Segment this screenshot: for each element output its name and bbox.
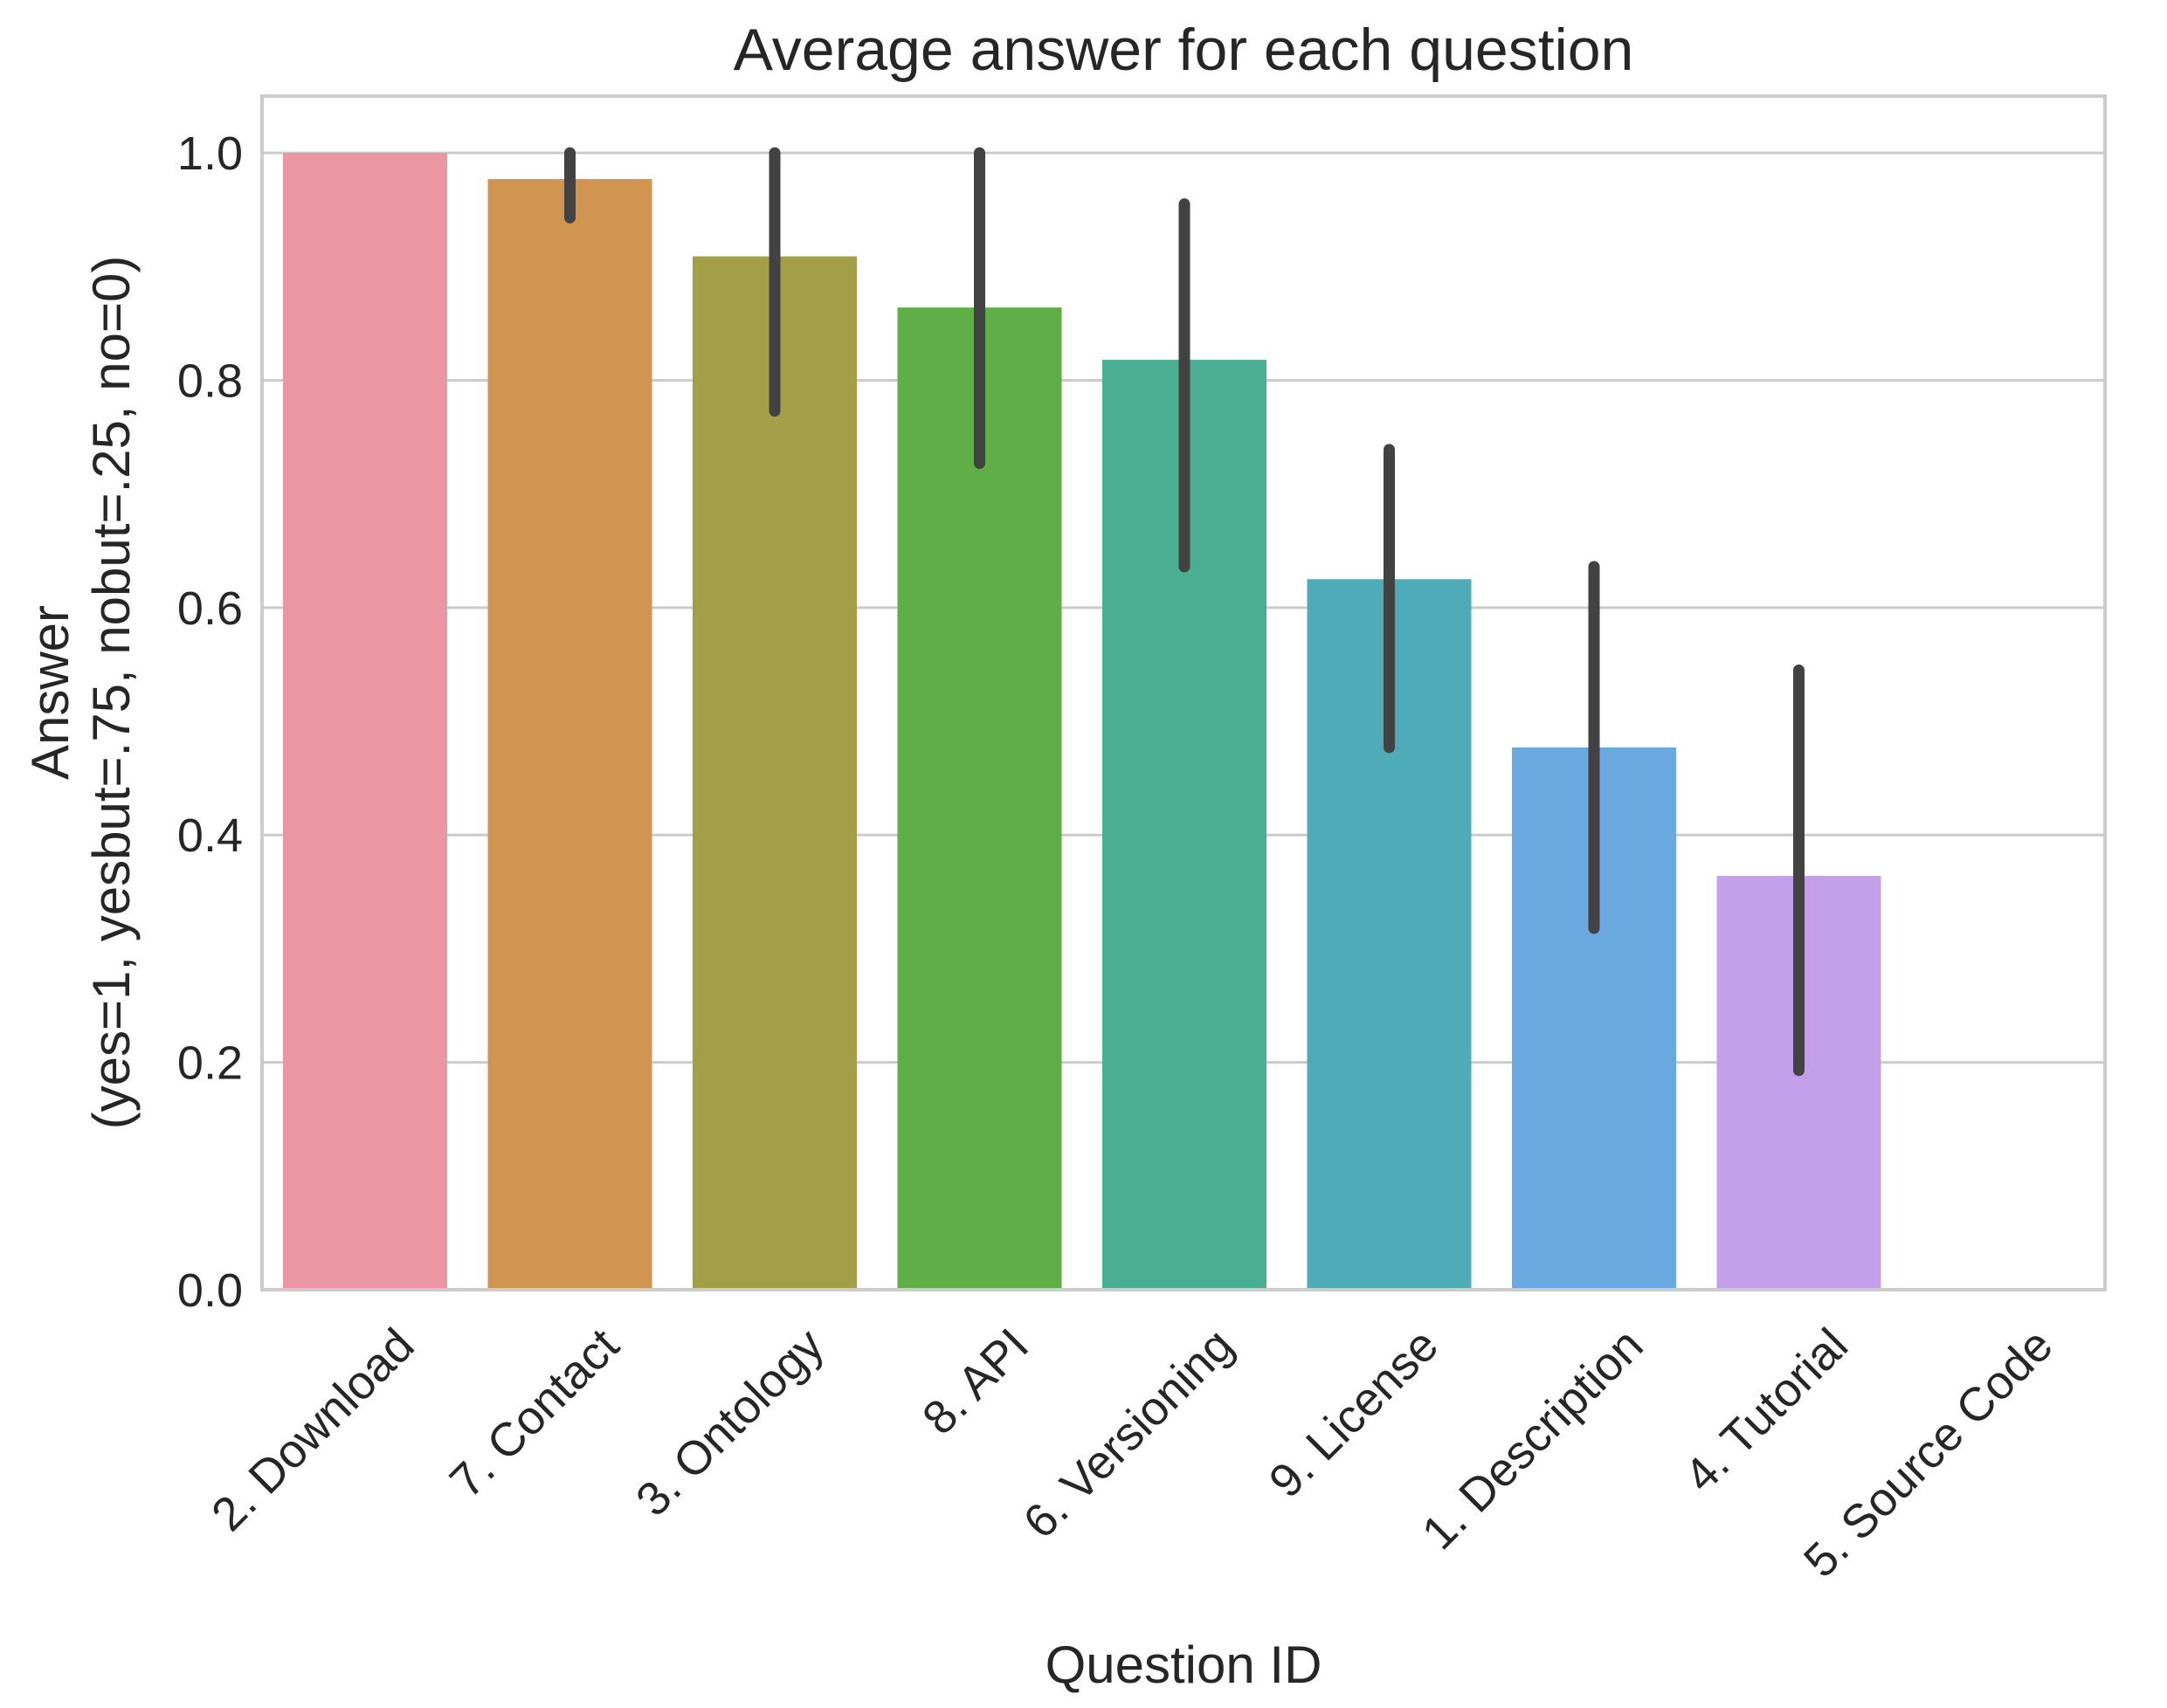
x-tick-label: 3. Ontology bbox=[626, 1319, 834, 1526]
chart-title: Average answer for each question bbox=[734, 17, 1634, 83]
x-tick: 8. API bbox=[913, 1319, 1039, 1444]
x-tick: 6. Versioning bbox=[1013, 1319, 1243, 1548]
y-tick-label: 0.0 bbox=[177, 1264, 243, 1317]
x-tick-label: 6. Versioning bbox=[1013, 1319, 1243, 1548]
y-tick-label: 0.8 bbox=[177, 355, 243, 407]
x-tick: 2. Download bbox=[202, 1319, 424, 1541]
x-tick: 7. Contact bbox=[440, 1319, 629, 1507]
y-axis-label-line-1: Answer bbox=[21, 605, 79, 780]
x-tick-label: 1. Description bbox=[1412, 1319, 1653, 1560]
y-tick-label: 0.6 bbox=[177, 582, 243, 635]
y-tick-label: 0.4 bbox=[177, 809, 243, 862]
error-bars bbox=[564, 147, 1805, 1077]
x-tick-label: 7. Contact bbox=[440, 1319, 629, 1507]
x-tick-label: 4. Tutorial bbox=[1674, 1319, 1858, 1502]
bar bbox=[283, 153, 447, 1291]
x-tick-label: 8. API bbox=[913, 1319, 1039, 1444]
y-axis-label-line-2: (yes=1, yesbut=.75, nobut=.25, no=0) bbox=[82, 256, 141, 1130]
x-tick: 3. Ontology bbox=[626, 1319, 834, 1526]
x-tick-label: 9. License bbox=[1259, 1319, 1448, 1507]
x-axis-label: Question ID bbox=[1046, 1636, 1322, 1694]
x-tick: 4. Tutorial bbox=[1674, 1319, 1858, 1502]
bar bbox=[897, 307, 1062, 1290]
y-tick-label: 0.2 bbox=[177, 1037, 243, 1090]
y-tick-labels: 0.0 0.2 0.4 0.6 0.8 1.0 bbox=[177, 127, 243, 1317]
bars bbox=[283, 153, 1881, 1291]
bar bbox=[487, 179, 652, 1290]
plot-frame bbox=[260, 94, 2107, 1291]
y-axis-label: Answer (yes=1, yesbut=.75, nobut=.25, no… bbox=[21, 256, 141, 1130]
y-tick-label: 1.0 bbox=[177, 127, 243, 180]
x-tick: 9. License bbox=[1259, 1319, 1448, 1507]
bar bbox=[693, 256, 857, 1290]
x-tick: 1. Description bbox=[1412, 1319, 1653, 1560]
x-tick-label: 2. Download bbox=[202, 1319, 424, 1541]
